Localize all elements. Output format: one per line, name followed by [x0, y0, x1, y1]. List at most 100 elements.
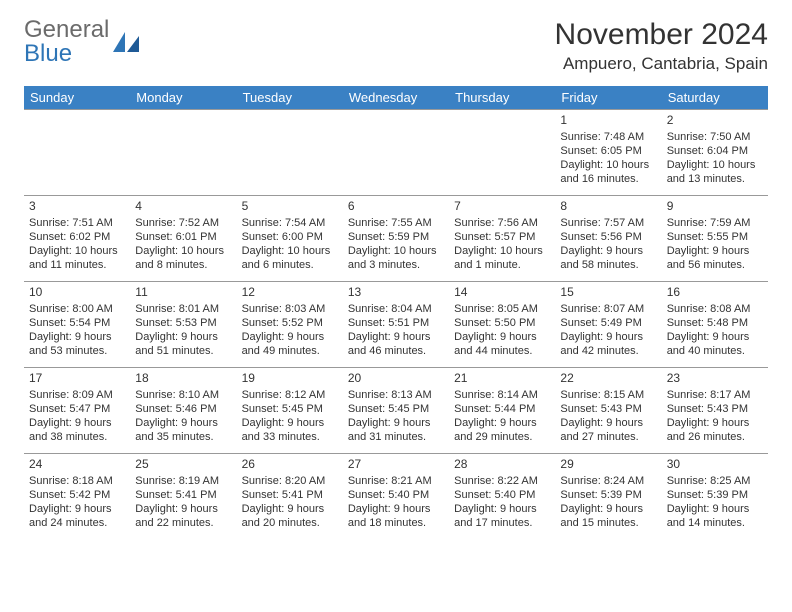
day-number: 21: [454, 371, 550, 387]
sunset-text: Sunset: 5:44 PM: [454, 402, 550, 416]
day-cell: 28Sunrise: 8:22 AMSunset: 5:40 PMDayligh…: [449, 454, 555, 540]
day-cell: [24, 110, 130, 196]
daylight-text: Daylight: 9 hours and 15 minutes.: [560, 502, 656, 531]
sunrise-text: Sunrise: 8:04 AM: [348, 302, 444, 316]
sunrise-text: Sunrise: 7:59 AM: [667, 216, 763, 230]
sunrise-text: Sunrise: 8:24 AM: [560, 474, 656, 488]
dow-saturday: Saturday: [662, 86, 768, 110]
sunrise-text: Sunrise: 7:51 AM: [29, 216, 125, 230]
day-number: 15: [560, 285, 656, 301]
day-number: 29: [560, 457, 656, 473]
logo: General Blue: [24, 18, 139, 66]
sunrise-text: Sunrise: 8:01 AM: [135, 302, 231, 316]
sunset-text: Sunset: 5:53 PM: [135, 316, 231, 330]
day-cell: 24Sunrise: 8:18 AMSunset: 5:42 PMDayligh…: [24, 454, 130, 540]
sunset-text: Sunset: 5:47 PM: [29, 402, 125, 416]
day-number: 28: [454, 457, 550, 473]
day-cell: 20Sunrise: 8:13 AMSunset: 5:45 PMDayligh…: [343, 368, 449, 454]
sunrise-text: Sunrise: 7:54 AM: [242, 216, 338, 230]
day-number: 9: [667, 199, 763, 215]
daylight-text: Daylight: 9 hours and 53 minutes.: [29, 330, 125, 359]
day-number: 19: [242, 371, 338, 387]
sunset-text: Sunset: 6:05 PM: [560, 144, 656, 158]
daylight-text: Daylight: 9 hours and 14 minutes.: [667, 502, 763, 531]
day-cell: 7Sunrise: 7:56 AMSunset: 5:57 PMDaylight…: [449, 196, 555, 282]
day-number: 12: [242, 285, 338, 301]
sunrise-text: Sunrise: 7:52 AM: [135, 216, 231, 230]
dow-sunday: Sunday: [24, 86, 130, 110]
sunrise-text: Sunrise: 7:56 AM: [454, 216, 550, 230]
day-cell: [237, 110, 343, 196]
day-cell: 4Sunrise: 7:52 AMSunset: 6:01 PMDaylight…: [130, 196, 236, 282]
sunset-text: Sunset: 5:56 PM: [560, 230, 656, 244]
day-number: 25: [135, 457, 231, 473]
day-number: 10: [29, 285, 125, 301]
dow-monday: Monday: [130, 86, 236, 110]
daylight-text: Daylight: 9 hours and 40 minutes.: [667, 330, 763, 359]
title-block: November 2024 Ampuero, Cantabria, Spain: [555, 18, 768, 74]
location-label: Ampuero, Cantabria, Spain: [555, 54, 768, 74]
day-cell: 16Sunrise: 8:08 AMSunset: 5:48 PMDayligh…: [662, 282, 768, 368]
week-row: 10Sunrise: 8:00 AMSunset: 5:54 PMDayligh…: [24, 282, 768, 368]
week-row: 1Sunrise: 7:48 AMSunset: 6:05 PMDaylight…: [24, 110, 768, 196]
sunrise-text: Sunrise: 7:50 AM: [667, 130, 763, 144]
day-cell: 6Sunrise: 7:55 AMSunset: 5:59 PMDaylight…: [343, 196, 449, 282]
daylight-text: Daylight: 10 hours and 11 minutes.: [29, 244, 125, 273]
sunset-text: Sunset: 5:40 PM: [454, 488, 550, 502]
daylight-text: Daylight: 9 hours and 46 minutes.: [348, 330, 444, 359]
day-cell: 19Sunrise: 8:12 AMSunset: 5:45 PMDayligh…: [237, 368, 343, 454]
sunrise-text: Sunrise: 8:10 AM: [135, 388, 231, 402]
daylight-text: Daylight: 10 hours and 1 minute.: [454, 244, 550, 273]
sunrise-text: Sunrise: 8:13 AM: [348, 388, 444, 402]
day-cell: 30Sunrise: 8:25 AMSunset: 5:39 PMDayligh…: [662, 454, 768, 540]
dow-tuesday: Tuesday: [237, 86, 343, 110]
day-number: 27: [348, 457, 444, 473]
day-cell: 5Sunrise: 7:54 AMSunset: 6:00 PMDaylight…: [237, 196, 343, 282]
dow-friday: Friday: [555, 86, 661, 110]
sunrise-text: Sunrise: 8:18 AM: [29, 474, 125, 488]
sunrise-text: Sunrise: 8:07 AM: [560, 302, 656, 316]
sunset-text: Sunset: 5:57 PM: [454, 230, 550, 244]
day-cell: 17Sunrise: 8:09 AMSunset: 5:47 PMDayligh…: [24, 368, 130, 454]
day-number: 2: [667, 113, 763, 129]
sunrise-text: Sunrise: 8:15 AM: [560, 388, 656, 402]
daylight-text: Daylight: 10 hours and 3 minutes.: [348, 244, 444, 273]
dow-wednesday: Wednesday: [343, 86, 449, 110]
sunset-text: Sunset: 5:55 PM: [667, 230, 763, 244]
header: General Blue November 2024 Ampuero, Cant…: [24, 18, 768, 74]
daylight-text: Daylight: 10 hours and 16 minutes.: [560, 158, 656, 187]
sunrise-text: Sunrise: 8:12 AM: [242, 388, 338, 402]
day-number: 14: [454, 285, 550, 301]
day-number: 24: [29, 457, 125, 473]
day-number: 13: [348, 285, 444, 301]
day-cell: 22Sunrise: 8:15 AMSunset: 5:43 PMDayligh…: [555, 368, 661, 454]
daylight-text: Daylight: 9 hours and 22 minutes.: [135, 502, 231, 531]
day-cell: 26Sunrise: 8:20 AMSunset: 5:41 PMDayligh…: [237, 454, 343, 540]
daylight-text: Daylight: 10 hours and 8 minutes.: [135, 244, 231, 273]
day-number: 26: [242, 457, 338, 473]
sunset-text: Sunset: 5:50 PM: [454, 316, 550, 330]
day-cell: 27Sunrise: 8:21 AMSunset: 5:40 PMDayligh…: [343, 454, 449, 540]
sunset-text: Sunset: 5:43 PM: [560, 402, 656, 416]
daylight-text: Daylight: 9 hours and 58 minutes.: [560, 244, 656, 273]
sunrise-text: Sunrise: 7:55 AM: [348, 216, 444, 230]
daylight-text: Daylight: 9 hours and 17 minutes.: [454, 502, 550, 531]
daylight-text: Daylight: 10 hours and 6 minutes.: [242, 244, 338, 273]
logo-text-block: General Blue: [24, 18, 109, 66]
day-number: 4: [135, 199, 231, 215]
sunset-text: Sunset: 5:45 PM: [348, 402, 444, 416]
daylight-text: Daylight: 9 hours and 44 minutes.: [454, 330, 550, 359]
sunrise-text: Sunrise: 8:22 AM: [454, 474, 550, 488]
daylight-text: Daylight: 9 hours and 20 minutes.: [242, 502, 338, 531]
day-cell: 29Sunrise: 8:24 AMSunset: 5:39 PMDayligh…: [555, 454, 661, 540]
daylight-text: Daylight: 9 hours and 18 minutes.: [348, 502, 444, 531]
sunset-text: Sunset: 5:51 PM: [348, 316, 444, 330]
logo-text-general: General: [24, 16, 109, 43]
day-number: 1: [560, 113, 656, 129]
day-cell: 1Sunrise: 7:48 AMSunset: 6:05 PMDaylight…: [555, 110, 661, 196]
daylight-text: Daylight: 9 hours and 26 minutes.: [667, 416, 763, 445]
daylight-text: Daylight: 9 hours and 49 minutes.: [242, 330, 338, 359]
day-cell: [130, 110, 236, 196]
sunset-text: Sunset: 5:39 PM: [667, 488, 763, 502]
sail-icon: [113, 32, 139, 52]
